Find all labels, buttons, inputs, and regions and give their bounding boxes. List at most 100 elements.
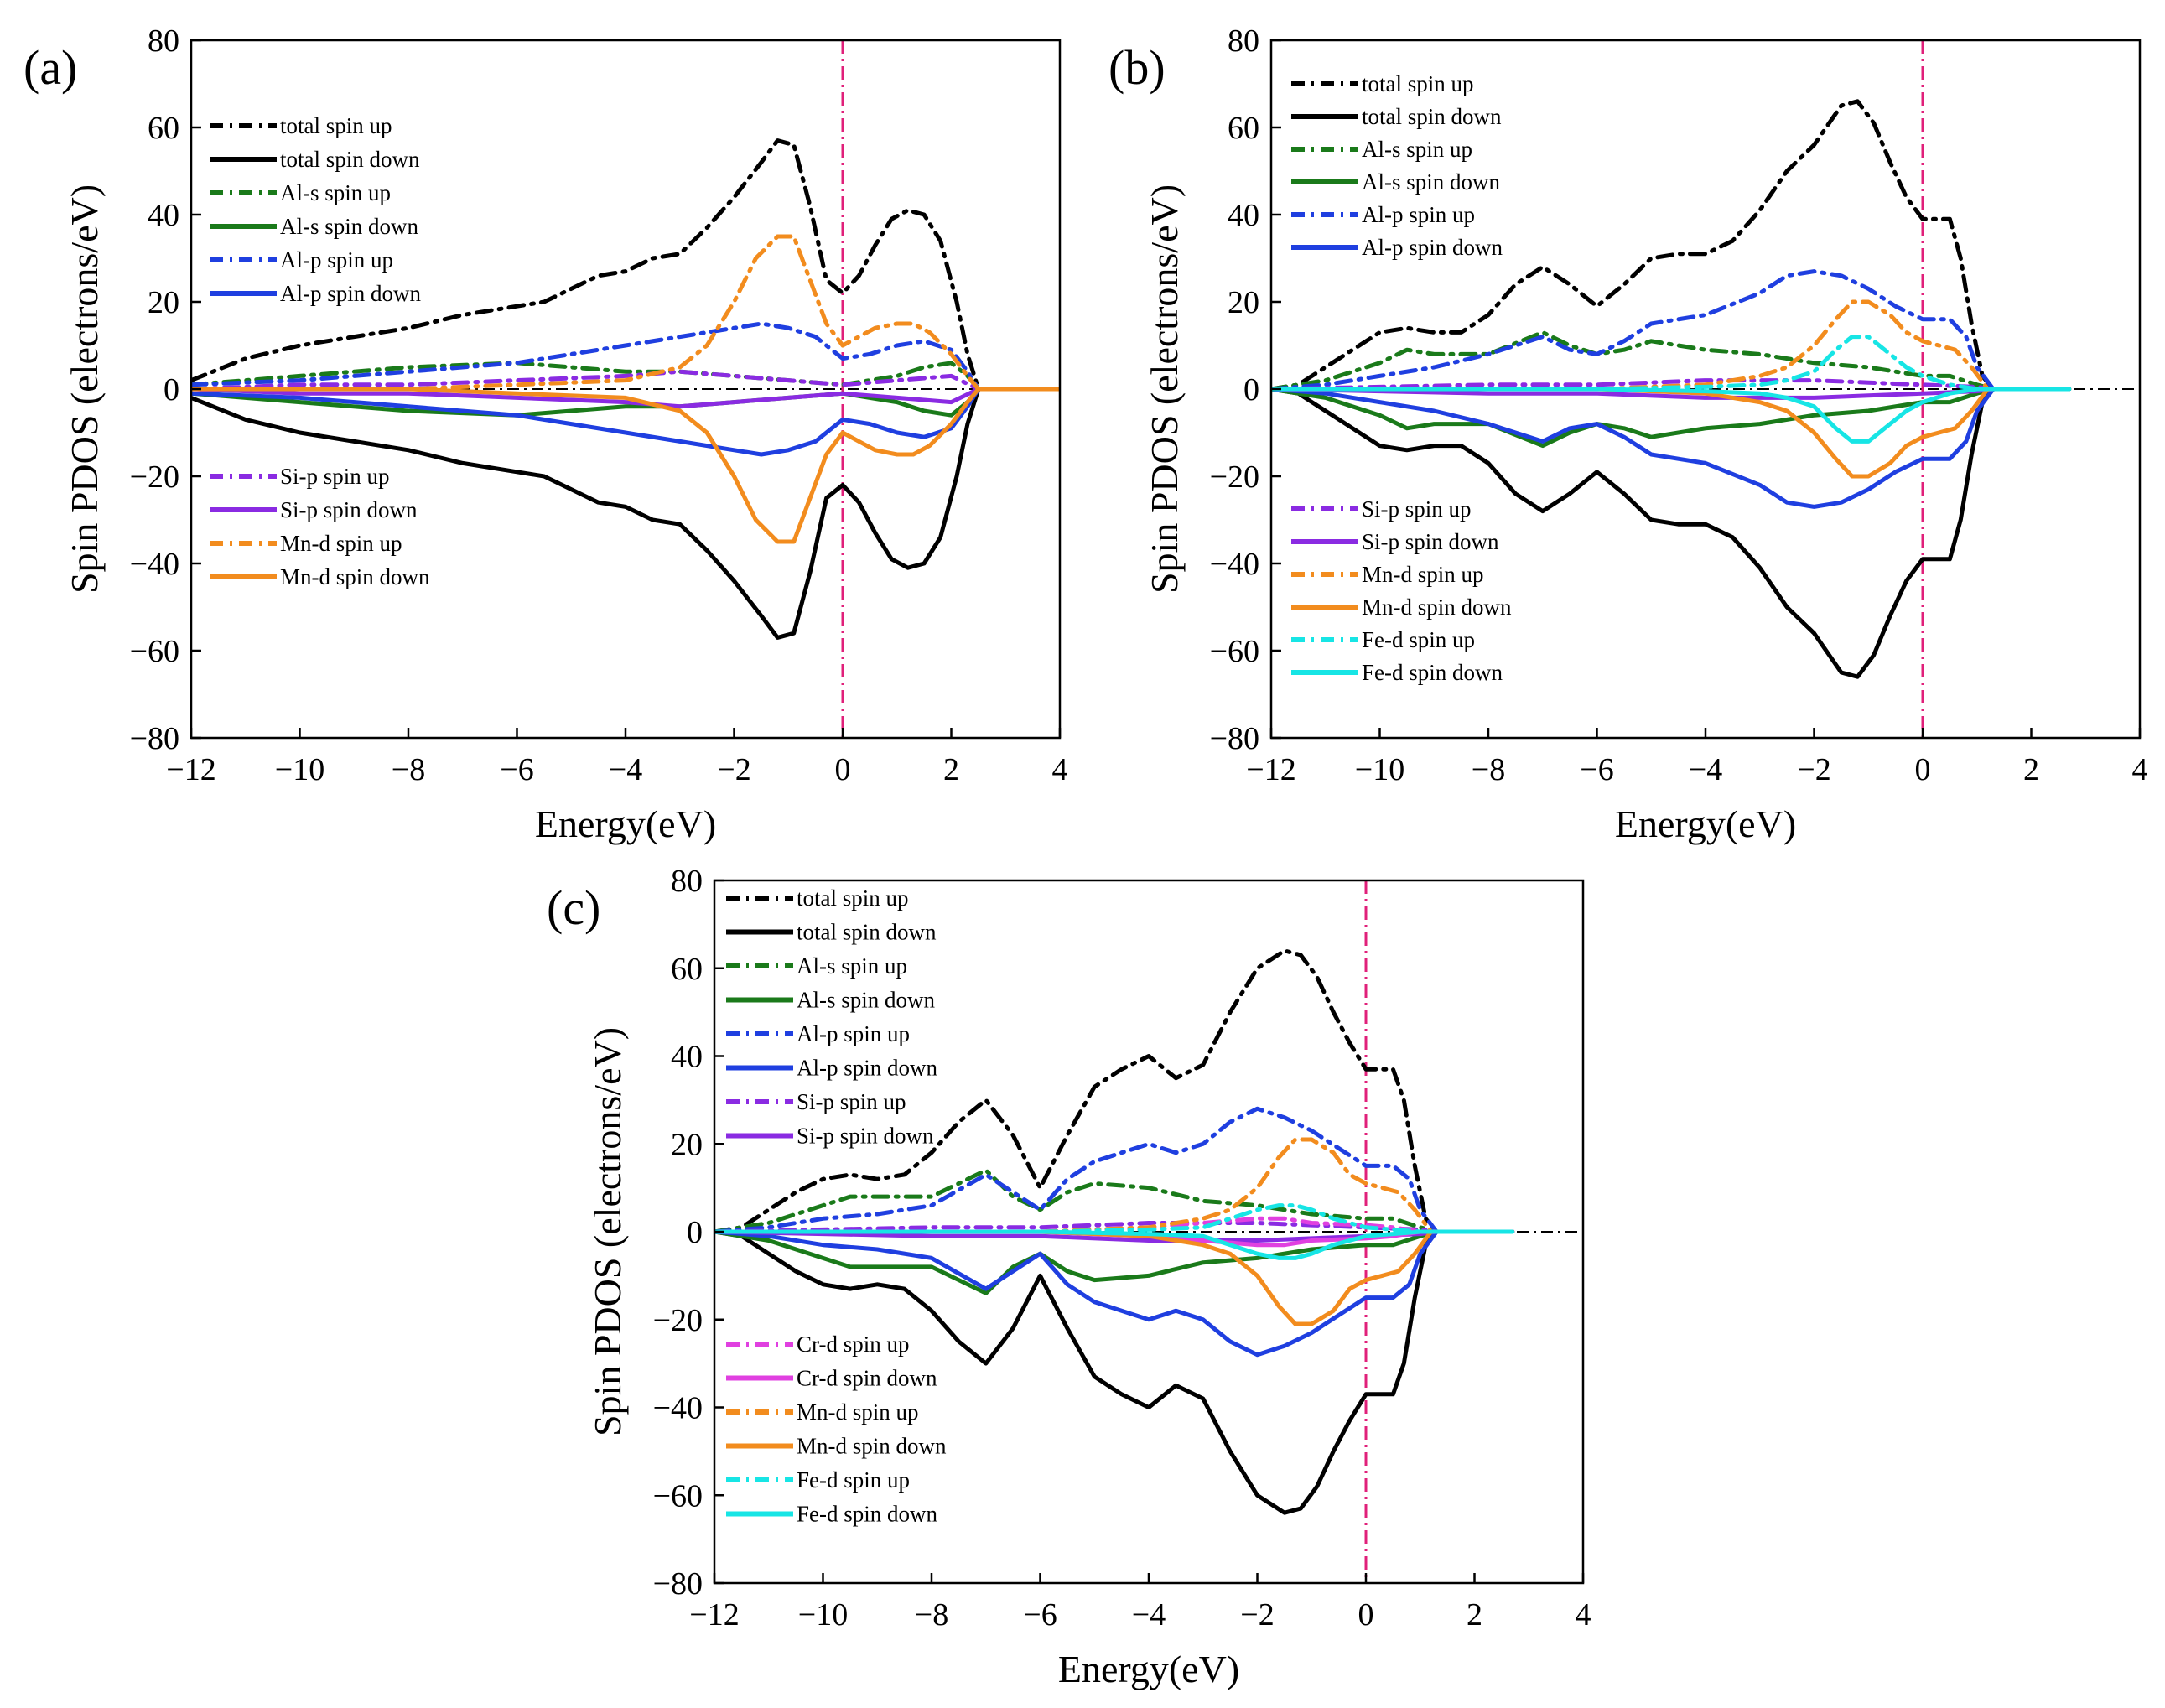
- x-tick-label: −8: [392, 752, 425, 787]
- y-tick-label: −60: [1210, 634, 1259, 669]
- legend-label: Al-s spin down: [797, 988, 936, 1013]
- series-line-mn-d-spin-down: [191, 387, 1060, 544]
- x-axis-label: Energy(eV): [1058, 1648, 1239, 1690]
- panel-b: −12 −10 −8 −6 −4 −2 0 2 4−80−60−40−20020406080En…: [1108, 23, 2148, 845]
- series-line-al-p-spin-down: [1271, 387, 2072, 509]
- legend-label: total spin up: [1362, 71, 1474, 96]
- y-tick-label: −40: [1210, 547, 1259, 582]
- panel-label: (a): [23, 40, 77, 95]
- legend-label: Fe-d spin down: [1362, 660, 1503, 685]
- legend-label: Si-p spin down: [1362, 529, 1499, 554]
- x-tick-label: −12: [1246, 752, 1295, 787]
- y-tick-label: 60: [671, 952, 703, 987]
- y-tick-label: 80: [148, 23, 179, 59]
- y-tick-label: −80: [653, 1566, 703, 1602]
- x-tick-label: −4: [609, 752, 642, 787]
- series-line-fe-d-spin-up: [714, 1203, 1515, 1234]
- series-line-total-spin-down: [1271, 387, 2072, 679]
- series-line-fe-d-spin-up: [1271, 335, 2072, 392]
- series-group: [714, 948, 1515, 1515]
- y-tick-label: 60: [148, 111, 179, 146]
- x-tick-label: 2: [943, 752, 959, 787]
- series-line-al-p-spin-up: [1271, 269, 2072, 392]
- x-tick-label: −10: [798, 1597, 848, 1633]
- y-tick-label: 0: [164, 372, 179, 408]
- series-line-total-spin-up: [714, 948, 1515, 1234]
- y-tick-label: −40: [130, 547, 179, 582]
- legend-label: total spin up: [280, 113, 392, 138]
- x-tick-label: −2: [1240, 1597, 1274, 1633]
- legend-label: Al-s spin down: [1362, 169, 1501, 195]
- series-line-al-p-spin-down: [191, 387, 1060, 457]
- x-tick-label: −6: [500, 752, 533, 787]
- y-tick-label: 80: [1228, 23, 1259, 59]
- x-tick-label: 4: [1052, 752, 1068, 787]
- legend-label: Cr-d spin down: [797, 1366, 937, 1391]
- legend-label: Si-p spin up: [1362, 496, 1472, 522]
- y-tick-label: −40: [653, 1391, 703, 1426]
- series-line-total-spin-up: [191, 138, 1060, 392]
- legend-label: Al-s spin up: [797, 953, 907, 979]
- legend-label: total spin down: [797, 920, 937, 945]
- legend-label: Al-s spin up: [280, 180, 391, 205]
- x-axis-label: Energy(eV): [1615, 802, 1796, 845]
- panel-a: −12 −10 −8 −6 −4 −2 0 2 4−80−60−40−20020406080En…: [23, 23, 1068, 845]
- legend-label: Si-p spin up: [797, 1089, 906, 1114]
- legend-label: Al-p spin down: [280, 281, 421, 306]
- series-line-al-p-spin-down: [714, 1229, 1515, 1358]
- y-axis-label: Spin PDOS (electrons/eV): [1143, 184, 1186, 594]
- y-tick-label: −80: [130, 721, 179, 756]
- panel-c: −12 −10 −8 −6 −4 −2 0 2 4−80−60−40−20020406080En…: [547, 864, 1591, 1690]
- x-tick-label: −10: [275, 752, 324, 787]
- y-tick-label: 20: [148, 285, 179, 320]
- y-tick-label: 0: [687, 1215, 703, 1250]
- legend-label: Mn-d spin up: [280, 531, 402, 556]
- y-tick-label: 80: [671, 864, 703, 899]
- y-tick-label: 40: [148, 198, 179, 233]
- x-tick-label: 0: [1358, 1597, 1374, 1633]
- x-tick-label: −4: [1689, 752, 1722, 787]
- y-tick-label: 20: [1228, 285, 1259, 320]
- x-tick-label: −6: [1580, 752, 1613, 787]
- legend-upper-left: total spin up total spin down Al-s spin up…: [210, 113, 421, 306]
- legend-label: total spin down: [1362, 104, 1502, 129]
- legend-label: Al-p spin up: [280, 247, 393, 273]
- series-line-al-s-spin-down: [1271, 387, 2072, 449]
- legend-label: Cr-d spin up: [797, 1332, 909, 1357]
- series-line-mn-d-spin-up: [191, 234, 1060, 392]
- legend-label: Mn-d spin down: [1362, 594, 1512, 620]
- y-tick-label: 40: [671, 1040, 703, 1075]
- series-line-si-p-spin-down: [191, 387, 1060, 409]
- x-tick-label: −8: [1472, 752, 1505, 787]
- series-line-al-s-spin-down: [714, 1229, 1515, 1295]
- y-axis-label: Spin PDOS (electrons/eV): [586, 1027, 629, 1436]
- x-tick-label: −10: [1355, 752, 1404, 787]
- series-line-al-p-spin-up: [714, 1106, 1515, 1234]
- legend-label: Al-p spin down: [797, 1056, 937, 1081]
- legend-label: Al-s spin up: [1362, 137, 1472, 162]
- legend-label: Fe-d spin down: [797, 1502, 937, 1527]
- legend-label: Mn-d spin up: [797, 1399, 919, 1425]
- x-tick-label: 0: [1915, 752, 1931, 787]
- legend-label: total spin down: [280, 147, 420, 172]
- legend-label: Al-p spin up: [797, 1021, 910, 1046]
- x-tick-label: −4: [1132, 1597, 1166, 1633]
- y-tick-label: −20: [130, 459, 179, 495]
- legend-label: Al-p spin up: [1362, 202, 1475, 227]
- y-tick-label: −80: [1210, 721, 1259, 756]
- legend-label: Fe-d spin up: [797, 1467, 910, 1493]
- series-line-al-s-spin-up: [1271, 330, 2072, 392]
- x-tick-label: 4: [2132, 752, 2148, 787]
- legend-label: Mn-d spin down: [797, 1434, 947, 1459]
- legend-label: Al-p spin down: [1362, 235, 1503, 260]
- x-tick-label: −12: [689, 1597, 739, 1633]
- panel-label: (b): [1108, 40, 1166, 95]
- legend-label: Mn-d spin down: [280, 564, 430, 589]
- x-tick-label: −2: [717, 752, 750, 787]
- legend-label: Si-p spin up: [280, 464, 390, 489]
- x-tick-label: 0: [835, 752, 851, 787]
- series-line-total-spin-up: [1271, 99, 2072, 392]
- x-tick-label: 4: [1576, 1597, 1591, 1633]
- legend-lower-left: Si-p spin up Si-p spin down Mn-d spin up Mn…: [1291, 496, 1512, 685]
